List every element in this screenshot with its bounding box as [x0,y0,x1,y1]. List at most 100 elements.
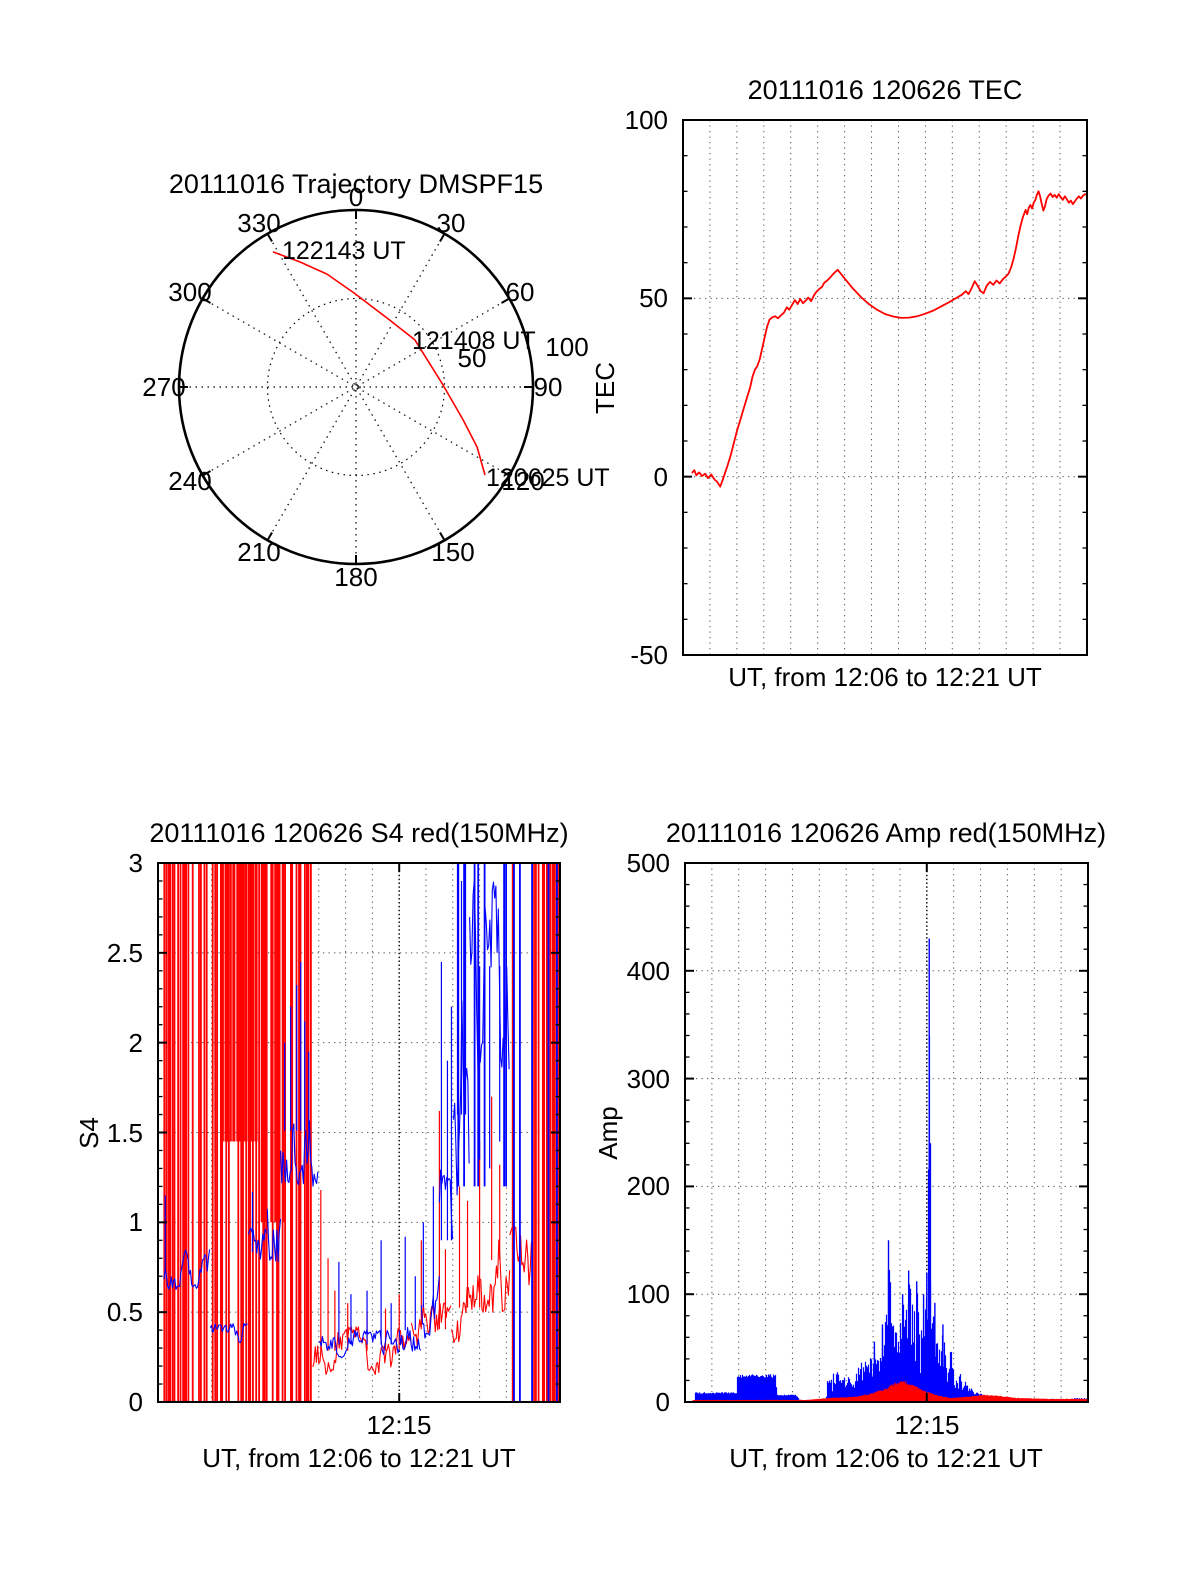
noise-vlines [220,863,258,1142]
trajectory-panel: 20111016 Trajectory DMSPF15 0 30 60 90 1… [142,169,609,592]
s4-y-axis-label: S4 [74,1117,104,1149]
s4-series [163,863,560,1402]
amp-ytick-100: 100 [627,1279,670,1309]
amp-ytick-200: 200 [627,1171,670,1201]
azimuth-label-30: 30 [437,208,466,238]
s4-ytick-3: 3 [129,848,143,878]
amp-axis-ticks [685,862,1088,1403]
tec-line [691,190,1087,488]
amp-ytick-400: 400 [627,956,670,986]
amp-ytick-500: 500 [627,848,670,878]
radius-label-100: 100 [545,332,588,362]
s4-title: 20111016 120626 S4 red(150MHz) [149,818,568,848]
noise-band [398,1327,422,1352]
polar-spoke-60-240 [202,297,510,477]
amp-title: 20111016 120626 Amp red(150MHz) [666,818,1106,848]
azimuth-label-330: 330 [237,208,280,238]
noise-fill [694,1036,1088,1402]
noise-band [469,880,510,1070]
tec-plot-border [682,119,1088,656]
polar-azimuth-ticks [179,210,533,564]
polar-center-mark [351,382,361,392]
s4-x-axis-label: UT, from 12:06 to 12:21 UT [202,1443,516,1473]
s4-ytick-2: 2 [129,1028,143,1058]
noise-band [209,1322,248,1344]
tec-title: 20111016 120626 TEC [748,75,1023,105]
tec-series [691,190,1087,488]
noise-band [280,1120,319,1187]
amp-gridlines [685,863,1088,1402]
tec-axis-ticks [683,119,1087,656]
noise-vlines [457,863,507,1187]
azimuth-label-120: 120 [501,466,544,496]
radius-label-50: 50 [458,343,487,373]
amp-panel: 20111016 120626 Amp red(150MHz) 500 400 … [593,818,1106,1473]
polar-azimuth-labels: 0 30 60 90 120 150 180 210 240 270 300 3… [142,182,562,592]
noise-band [410,1302,452,1347]
s4-ytick-1-5: 1.5 [107,1118,143,1148]
polar-azimuth-tick [266,531,273,541]
polar-azimuth-tick [202,297,212,304]
s4-panel: 20111016 120626 S4 red(150MHz) 3 2.5 2 1… [74,818,569,1473]
azimuth-label-60: 60 [506,277,535,307]
noise-band [420,1276,440,1339]
s4-ytick-labels: 3 2.5 2 1.5 1 0.5 0 [107,848,143,1417]
amp-x-axis-label: UT, from 12:06 to 12:21 UT [729,1443,1043,1473]
tec-ytick-100: 100 [625,105,668,135]
s4-ytick-0-5: 0.5 [107,1297,143,1327]
tec-ytick-0: 0 [654,462,668,492]
polar-radius-labels: 50 100 [458,332,589,373]
tec-x-axis-label: UT, from 12:06 to 12:21 UT [728,662,1042,692]
amp-series-blue [694,938,1088,1402]
polar-spoke-30-210 [266,233,446,541]
amp-xtick-1215: 12:15 [894,1410,959,1440]
noise-band [163,1249,211,1290]
noise-band [266,1208,282,1263]
polar-azimuth-tick [266,233,273,243]
azimuth-label-90: 90 [534,372,563,402]
s4-ytick-0: 0 [129,1387,143,1417]
azimuth-label-240: 240 [168,466,211,496]
s4-series-blue [163,863,558,1402]
s4-ytick-2-5: 2.5 [107,938,143,968]
tec-gridlines [683,120,1087,655]
polar-azimuth-tick [500,297,510,304]
polar-spoke-120-300 [202,297,510,477]
azimuth-label-210: 210 [237,537,280,567]
polar-azimuth-tick [439,531,446,541]
noise-band [312,1326,412,1376]
annotation-start-time: 122143 UT [282,237,406,265]
polar-spoke-150-330 [266,233,446,541]
polar-azimuth-tick [439,233,446,243]
amp-series [692,938,1088,1402]
amp-y-axis-label: Amp [593,1106,623,1159]
tec-ytick-neg50: -50 [630,640,668,670]
azimuth-label-0: 0 [349,182,363,212]
tec-panel: 20111016 120626 TEC 100 50 0 -50 TEC UT,… [590,75,1088,692]
tec-y-axis-label: TEC [590,362,620,414]
annotation-mid-time: 121408 UT [412,327,536,355]
noise-vlines [513,863,533,1402]
noise-band [479,1239,511,1313]
amp-ytick-labels: 500 400 300 200 100 0 [627,848,670,1417]
trajectory-line [272,251,486,476]
polar-azimuth-tick [202,470,212,477]
azimuth-label-300: 300 [168,277,211,307]
azimuth-label-150: 150 [431,537,474,567]
amp-ytick-300: 300 [627,1064,670,1094]
annotation-end-time: 120625 UT [486,464,610,492]
noise-band [318,1329,400,1359]
trajectory-time-annotations: 122143 UT 121408 UT 120625 UT [282,237,610,492]
s4-ytick-1: 1 [129,1207,143,1237]
amp-ytick-0: 0 [656,1387,670,1417]
tec-ytick-50: 50 [639,283,668,313]
s4-xtick-1215: 12:15 [366,1410,431,1440]
azimuth-label-270: 270 [142,372,185,402]
tec-ytick-labels: 100 50 0 -50 [625,105,668,670]
amp-plot-border [684,862,1089,1403]
s4-axis-ticks [158,862,560,1403]
polar-azimuth-tick [500,470,510,477]
trajectory-title: 20111016 Trajectory DMSPF15 [169,169,543,199]
